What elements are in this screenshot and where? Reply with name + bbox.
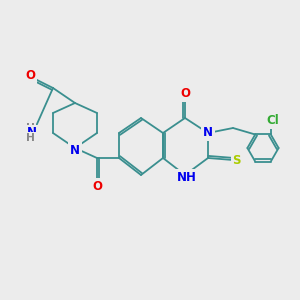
Text: NH: NH	[177, 171, 196, 184]
Text: O: O	[26, 69, 36, 82]
Text: N: N	[203, 127, 213, 140]
Text: N: N	[70, 144, 80, 157]
Text: O: O	[180, 87, 190, 101]
Text: H: H	[26, 123, 34, 133]
Text: H: H	[26, 134, 34, 143]
Text: N: N	[26, 127, 37, 140]
Text: O: O	[92, 179, 102, 193]
Text: S: S	[232, 154, 241, 166]
Text: Cl: Cl	[266, 115, 279, 128]
